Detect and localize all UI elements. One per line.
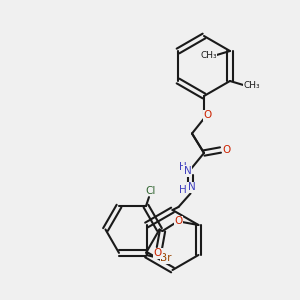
Text: O: O — [154, 248, 162, 259]
Text: H: H — [179, 185, 187, 196]
Text: H: H — [179, 162, 187, 172]
Text: O: O — [174, 216, 182, 226]
Text: CH₃: CH₃ — [243, 81, 260, 90]
Text: CH₃: CH₃ — [200, 51, 217, 60]
Text: Br: Br — [160, 253, 172, 263]
Text: O: O — [222, 145, 231, 155]
Text: Cl: Cl — [145, 185, 156, 196]
Text: N: N — [184, 166, 191, 176]
Text: O: O — [203, 110, 212, 121]
Text: N: N — [188, 182, 195, 193]
